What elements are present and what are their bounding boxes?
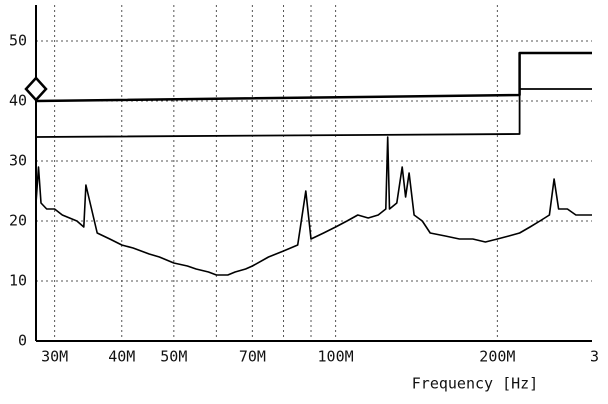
x-tick-label: 30M (41, 348, 68, 366)
x-axis-label: Frequency [Hz] (412, 375, 538, 393)
x-tick-label: 200M (479, 348, 515, 366)
series-line (35, 51, 592, 103)
marker (24, 76, 48, 102)
x-tick-label: 3 (590, 348, 599, 366)
y-tick-label: 40 (9, 92, 27, 110)
series-line (35, 136, 592, 276)
y-tick-label: 10 (9, 272, 27, 290)
x-tick-label: 40M (108, 348, 135, 366)
y-tick-label: 20 (9, 212, 27, 230)
series-line (35, 88, 592, 138)
x-tick-label: 100M (318, 348, 354, 366)
x-tick-label: 50M (160, 348, 187, 366)
y-tick-label: 30 (9, 152, 27, 170)
x-tick-label: 70M (239, 348, 266, 366)
y-tick-label: 0 (18, 332, 27, 350)
y-tick-label: 50 (9, 32, 27, 50)
